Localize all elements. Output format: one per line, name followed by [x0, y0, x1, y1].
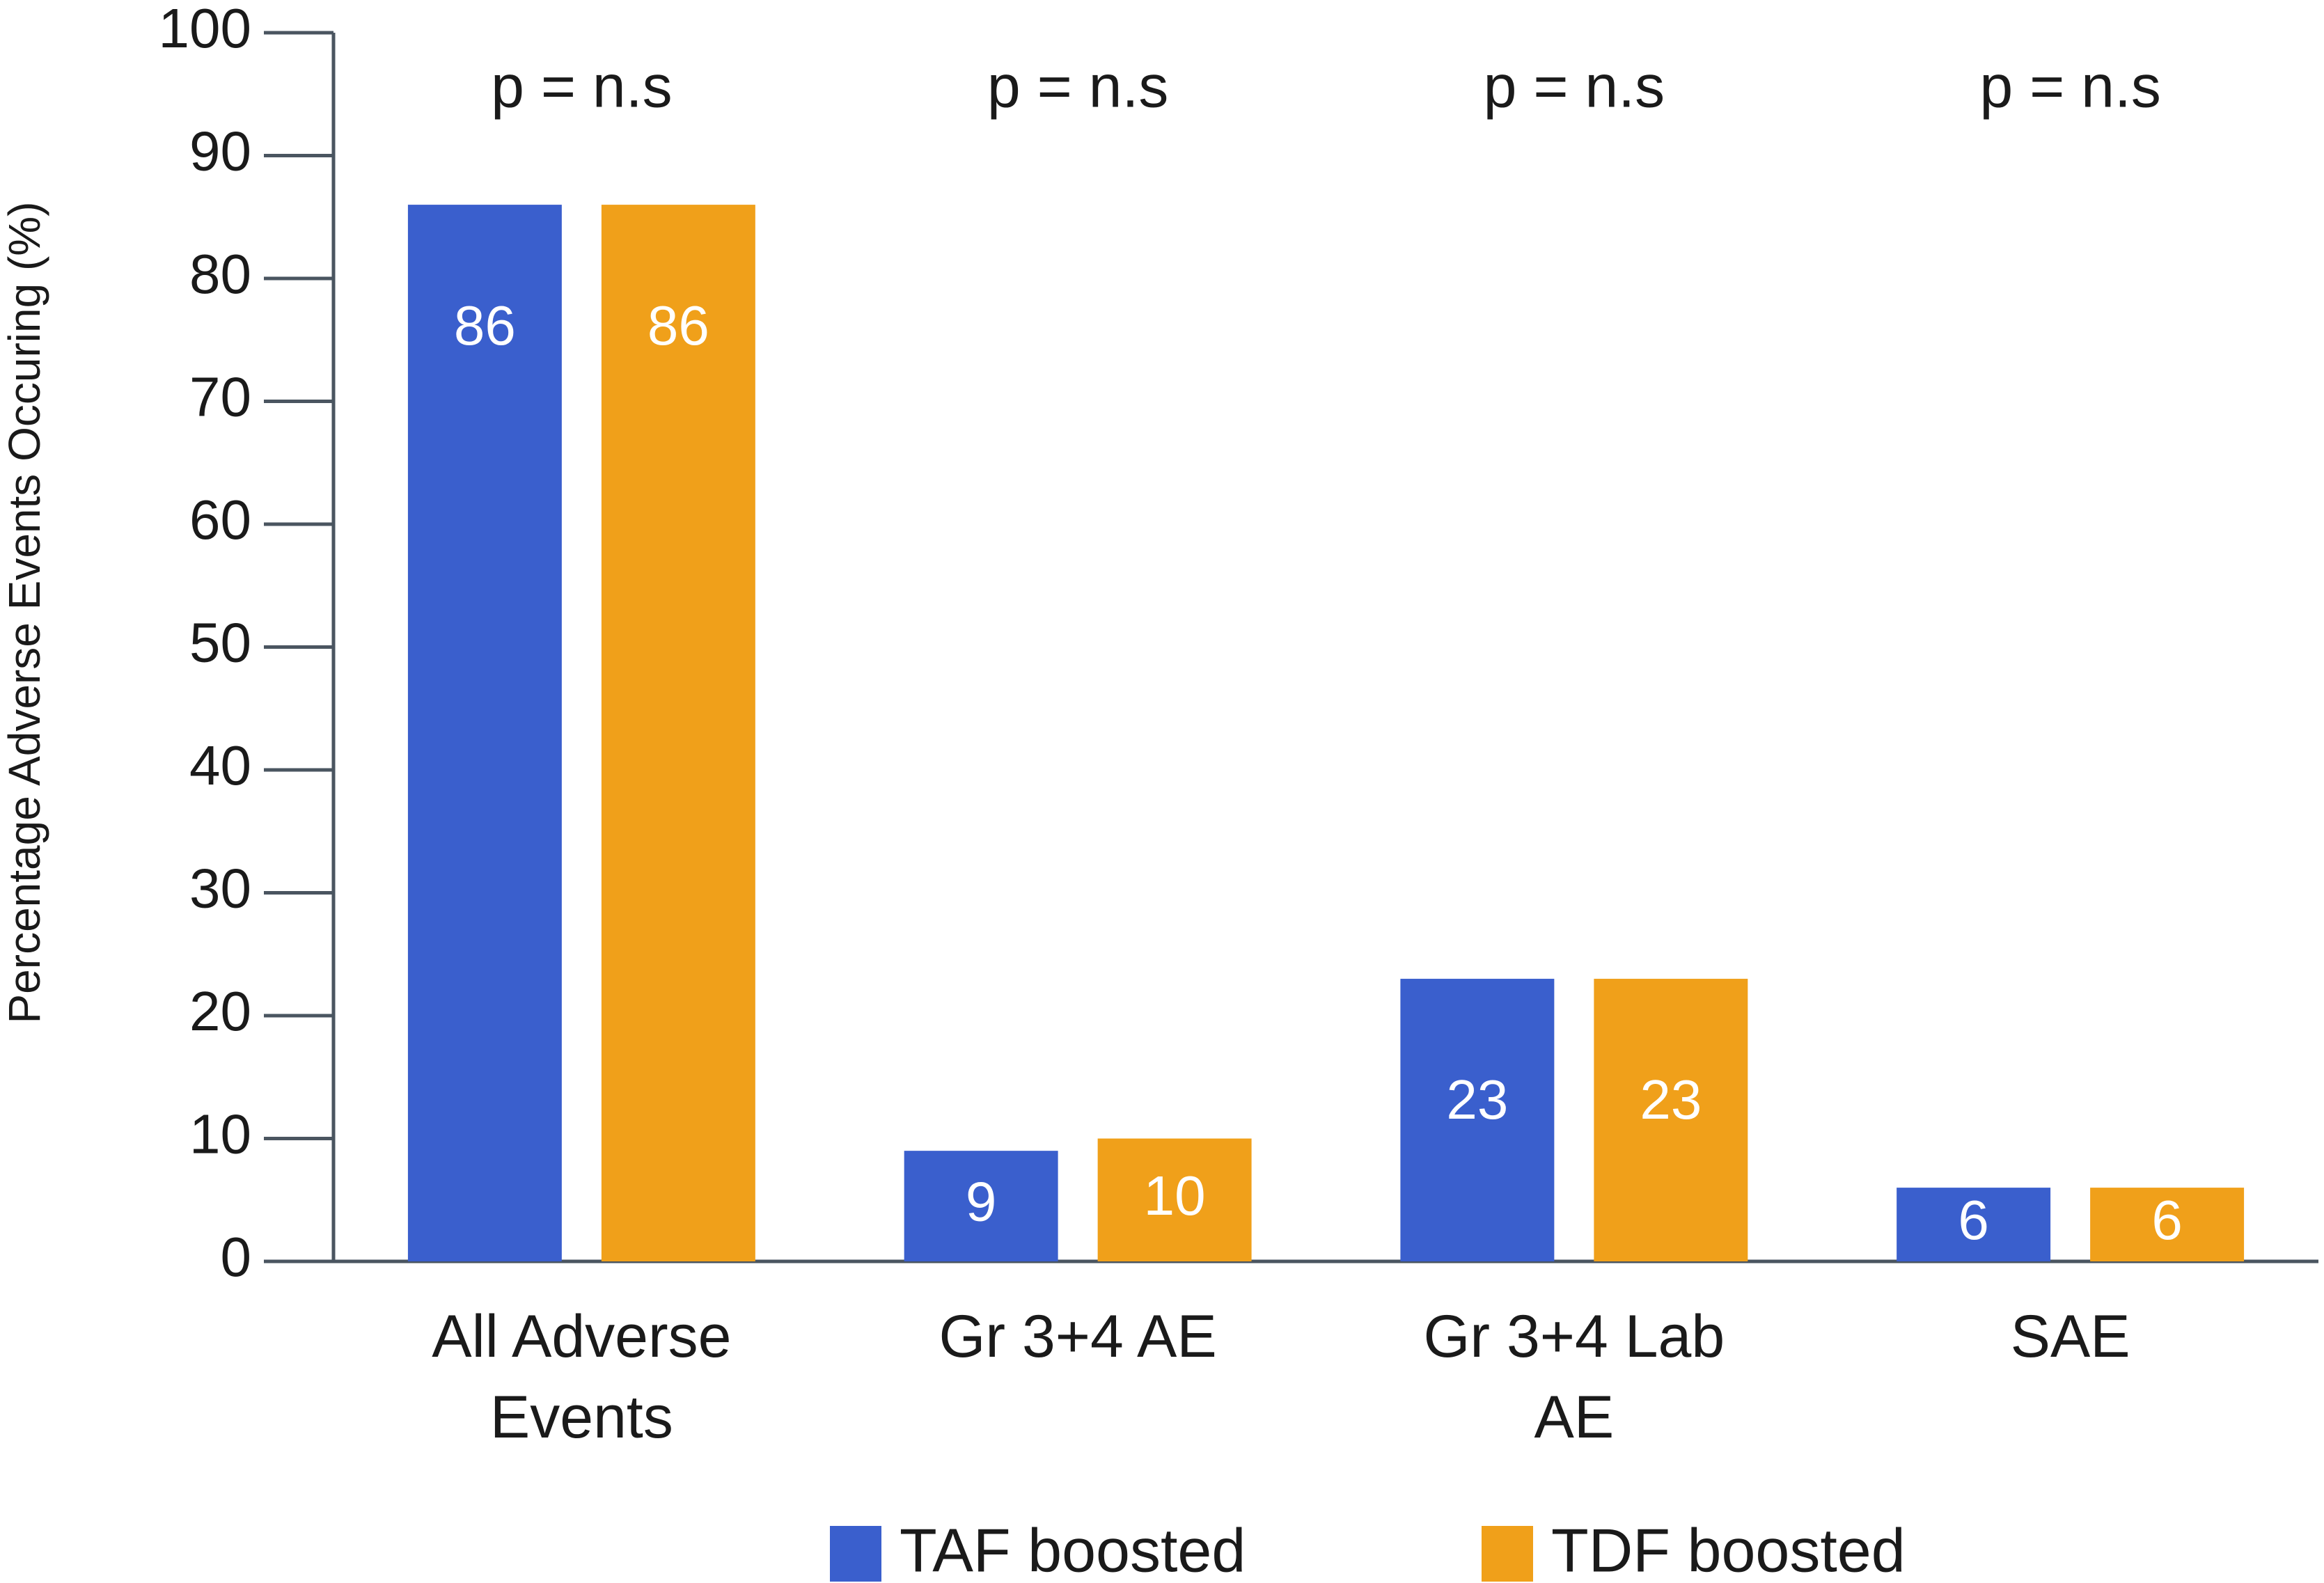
y-axis-label: Percentage Adverse Events Occuring (%)	[0, 202, 49, 1024]
y-tick-label: 0	[221, 1226, 252, 1288]
y-tick-label: 50	[189, 612, 251, 674]
legend-label: TAF boosted	[900, 1515, 1246, 1583]
y-tick-label: 10	[189, 1103, 251, 1165]
bar	[904, 1151, 1058, 1261]
value-label: 86	[454, 294, 516, 356]
x-tick-label: Gr 3+4 Lab AE	[1423, 1303, 1725, 1451]
bar	[1400, 979, 1555, 1261]
bar	[601, 205, 755, 1262]
y-tick-label: 90	[189, 120, 251, 182]
bar	[1897, 1188, 2051, 1261]
annotation: p = n.s	[1484, 54, 1665, 120]
value-label: 9	[966, 1171, 997, 1233]
x-tick-label: All Adverse Events	[432, 1303, 732, 1451]
value-label: 10	[1144, 1165, 1206, 1227]
value-label: 86	[647, 294, 709, 356]
annotation: p = n.s	[491, 54, 673, 120]
value-label: 23	[1640, 1069, 1702, 1131]
legend-label: TDF boosted	[1551, 1515, 1906, 1583]
x-tick-label: Gr 3+4 AE	[939, 1303, 1217, 1370]
y-tick-label: 20	[189, 980, 251, 1042]
value-label: 6	[2151, 1189, 2183, 1251]
bar	[407, 205, 562, 1262]
y-tick-label: 100	[159, 0, 251, 59]
annotation: p = n.s	[1979, 54, 2161, 120]
legend-swatch	[1482, 1526, 1533, 1582]
legend-swatch	[830, 1526, 881, 1582]
annotation: p = n.s	[987, 54, 1169, 120]
y-tick-label: 60	[189, 489, 251, 551]
value-label: 23	[1446, 1069, 1508, 1131]
bar	[1594, 979, 1748, 1261]
bar	[2090, 1188, 2245, 1261]
y-tick-label: 40	[189, 734, 251, 796]
bar	[1097, 1138, 1252, 1261]
y-tick-label: 30	[189, 858, 251, 920]
value-label: 6	[1958, 1189, 1989, 1251]
x-tick-label: SAE	[2010, 1303, 2130, 1370]
y-tick-label: 80	[189, 243, 251, 305]
y-tick-label: 70	[189, 366, 251, 428]
